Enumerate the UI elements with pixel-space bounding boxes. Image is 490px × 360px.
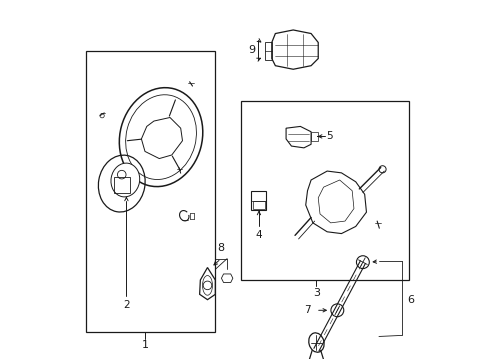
Bar	[86, 51, 215, 332]
Ellipse shape	[111, 163, 140, 197]
Bar	[251, 191, 267, 210]
Text: 6: 6	[408, 295, 415, 305]
Text: 2: 2	[123, 300, 130, 310]
Bar	[114, 177, 130, 193]
Bar	[265, 42, 272, 60]
Text: 5: 5	[326, 131, 333, 141]
Bar	[253, 202, 265, 209]
Text: 7: 7	[304, 305, 311, 315]
Text: 4: 4	[256, 230, 262, 240]
Text: 9: 9	[248, 45, 256, 55]
Bar	[311, 132, 318, 141]
Text: 1: 1	[142, 340, 148, 350]
Bar	[242, 102, 409, 280]
Text: 8: 8	[218, 243, 224, 253]
Text: 3: 3	[313, 288, 320, 298]
